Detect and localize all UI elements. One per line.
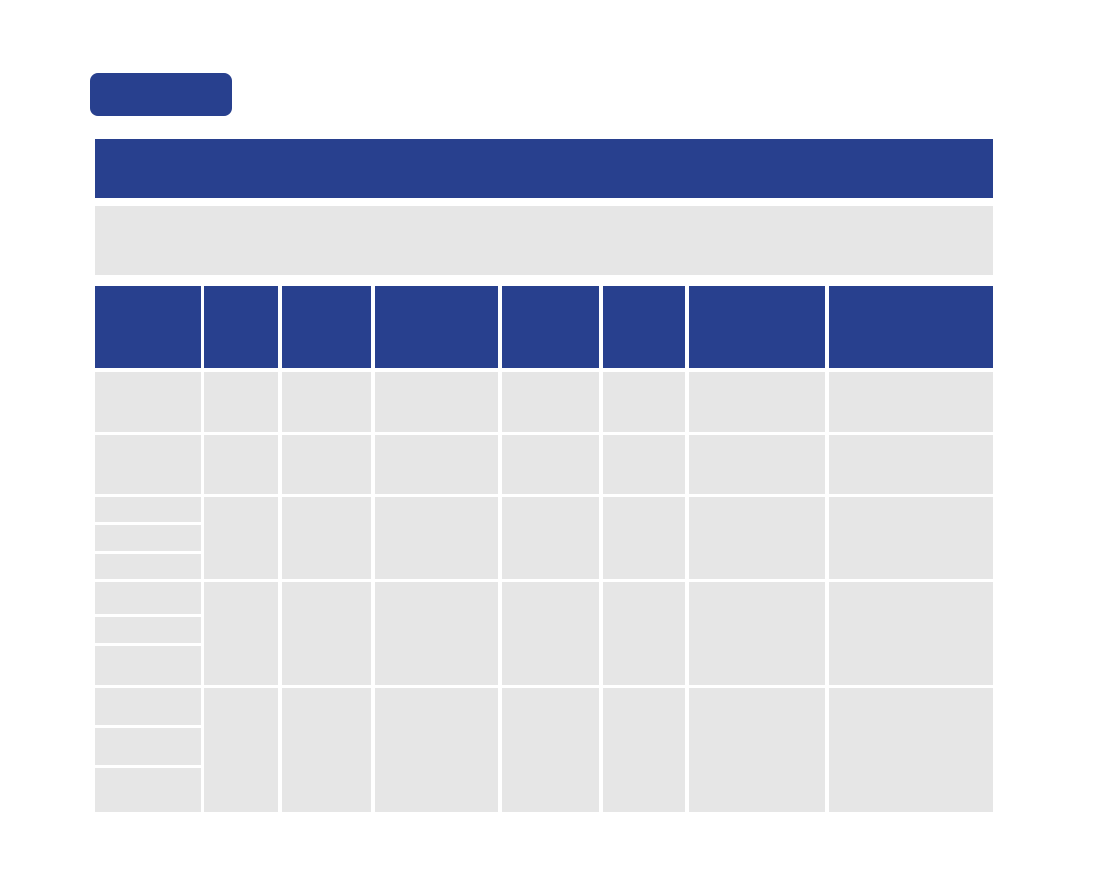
table-cell: [689, 582, 825, 685]
table-cell: [829, 688, 993, 812]
table-cell: [603, 688, 685, 812]
description-bar: [95, 206, 993, 275]
header-cell: [603, 286, 685, 368]
table-cell: [375, 372, 498, 432]
table-cell: [95, 728, 201, 765]
table-cell: [95, 688, 201, 725]
table-cell: [502, 497, 599, 579]
table-cell: [829, 435, 993, 494]
table-cell: [829, 372, 993, 432]
table-cell: [282, 497, 371, 579]
table-cell: [282, 435, 371, 494]
table-cell: [95, 768, 201, 812]
table-cell: [689, 372, 825, 432]
table-cell: [375, 497, 498, 579]
header-cell: [502, 286, 599, 368]
header-cell: [95, 286, 201, 368]
badge: [90, 73, 232, 116]
table-cell: [282, 688, 371, 812]
title-bar: [95, 139, 993, 198]
table-cell: [375, 688, 498, 812]
table-cell: [502, 688, 599, 812]
table-cell: [95, 582, 201, 614]
table-cell: [502, 435, 599, 494]
table-cell: [689, 497, 825, 579]
table-cell: [204, 372, 278, 432]
header-cell: [829, 286, 993, 368]
table: [95, 286, 993, 812]
table-cell: [603, 372, 685, 432]
header-cell: [204, 286, 278, 368]
table-cell: [282, 372, 371, 432]
table-cell: [204, 497, 278, 579]
header-cell: [689, 286, 825, 368]
table-cell: [204, 435, 278, 494]
table-cell: [603, 497, 685, 579]
table-cell: [95, 646, 201, 685]
table-cell: [603, 582, 685, 685]
table-cell: [95, 525, 201, 551]
table-cell: [95, 554, 201, 579]
table-cell: [829, 497, 993, 579]
table-cell: [95, 497, 201, 522]
table-cell: [95, 372, 201, 432]
table-cell: [689, 435, 825, 494]
header-cell: [375, 286, 498, 368]
header-cell: [282, 286, 371, 368]
table-cell: [375, 582, 498, 685]
table-cell: [204, 582, 278, 685]
table-cell: [204, 688, 278, 812]
table-cell: [502, 372, 599, 432]
table-cell: [829, 582, 993, 685]
table-cell: [375, 435, 498, 494]
table-cell: [689, 688, 825, 812]
table-cell: [603, 435, 685, 494]
table-cell: [95, 435, 201, 494]
table-cell: [95, 617, 201, 643]
table-cell: [502, 582, 599, 685]
table-cell: [282, 582, 371, 685]
